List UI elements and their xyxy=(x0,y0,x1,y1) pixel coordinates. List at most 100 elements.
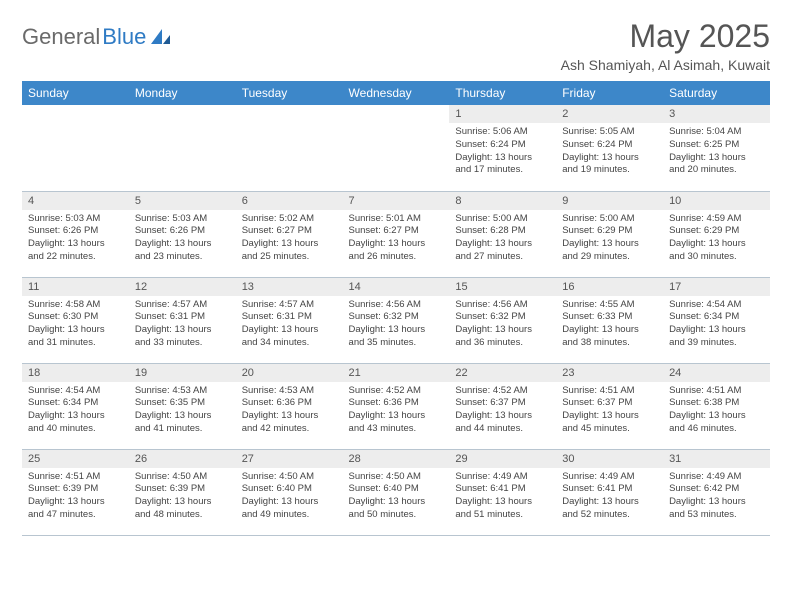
day-number: 25 xyxy=(22,450,129,468)
day-info: Sunrise: 4:49 AMSunset: 6:42 PMDaylight:… xyxy=(663,468,770,526)
sunset-text: Sunset: 6:36 PM xyxy=(242,397,337,410)
calendar-week-row: 18Sunrise: 4:54 AMSunset: 6:34 PMDayligh… xyxy=(22,363,770,449)
sunset-text: Sunset: 6:31 PM xyxy=(135,311,230,324)
sunrise-text: Sunrise: 4:55 AM xyxy=(562,299,657,312)
calendar-cell xyxy=(22,105,129,191)
calendar-cell: 21Sunrise: 4:52 AMSunset: 6:36 PMDayligh… xyxy=(343,363,450,449)
day-number: 9 xyxy=(556,192,663,210)
day-info: Sunrise: 5:06 AMSunset: 6:24 PMDaylight:… xyxy=(449,123,556,181)
daylight-text: Daylight: 13 hours and 34 minutes. xyxy=(242,324,337,350)
calendar-cell: 8Sunrise: 5:00 AMSunset: 6:28 PMDaylight… xyxy=(449,191,556,277)
sunrise-text: Sunrise: 4:50 AM xyxy=(349,471,444,484)
day-info: Sunrise: 4:57 AMSunset: 6:31 PMDaylight:… xyxy=(129,296,236,354)
daylight-text: Daylight: 13 hours and 45 minutes. xyxy=(562,410,657,436)
calendar-cell: 28Sunrise: 4:50 AMSunset: 6:40 PMDayligh… xyxy=(343,449,450,535)
day-info: Sunrise: 5:05 AMSunset: 6:24 PMDaylight:… xyxy=(556,123,663,181)
sunset-text: Sunset: 6:30 PM xyxy=(28,311,123,324)
sunrise-text: Sunrise: 5:00 AM xyxy=(455,213,550,226)
sunrise-text: Sunrise: 4:49 AM xyxy=(562,471,657,484)
daylight-text: Daylight: 13 hours and 43 minutes. xyxy=(349,410,444,436)
day-number: 20 xyxy=(236,364,343,382)
day-number: 7 xyxy=(343,192,450,210)
sunrise-text: Sunrise: 4:54 AM xyxy=(28,385,123,398)
daylight-text: Daylight: 13 hours and 17 minutes. xyxy=(455,152,550,178)
daylight-text: Daylight: 13 hours and 29 minutes. xyxy=(562,238,657,264)
calendar-cell: 10Sunrise: 4:59 AMSunset: 6:29 PMDayligh… xyxy=(663,191,770,277)
logo-text-1: General xyxy=(22,24,100,50)
sunset-text: Sunset: 6:34 PM xyxy=(28,397,123,410)
calendar-cell: 4Sunrise: 5:03 AMSunset: 6:26 PMDaylight… xyxy=(22,191,129,277)
sunset-text: Sunset: 6:41 PM xyxy=(455,483,550,496)
month-title: May 2025 xyxy=(561,18,770,55)
day-number: 27 xyxy=(236,450,343,468)
day-number: 3 xyxy=(663,105,770,123)
day-info: Sunrise: 4:55 AMSunset: 6:33 PMDaylight:… xyxy=(556,296,663,354)
weekday-header: Saturday xyxy=(663,81,770,105)
day-info: Sunrise: 4:50 AMSunset: 6:40 PMDaylight:… xyxy=(236,468,343,526)
daylight-text: Daylight: 13 hours and 47 minutes. xyxy=(28,496,123,522)
calendar-cell: 16Sunrise: 4:55 AMSunset: 6:33 PMDayligh… xyxy=(556,277,663,363)
day-number: 31 xyxy=(663,450,770,468)
day-number: 19 xyxy=(129,364,236,382)
sunset-text: Sunset: 6:29 PM xyxy=(562,225,657,238)
day-info: Sunrise: 4:49 AMSunset: 6:41 PMDaylight:… xyxy=(556,468,663,526)
sunset-text: Sunset: 6:33 PM xyxy=(562,311,657,324)
calendar-week-row: 25Sunrise: 4:51 AMSunset: 6:39 PMDayligh… xyxy=(22,449,770,535)
sunset-text: Sunset: 6:40 PM xyxy=(242,483,337,496)
sunset-text: Sunset: 6:24 PM xyxy=(455,139,550,152)
sunrise-text: Sunrise: 5:01 AM xyxy=(349,213,444,226)
weekday-header: Tuesday xyxy=(236,81,343,105)
day-number: 14 xyxy=(343,278,450,296)
daylight-text: Daylight: 13 hours and 33 minutes. xyxy=(135,324,230,350)
logo-text-2: Blue xyxy=(102,24,146,50)
sunset-text: Sunset: 6:32 PM xyxy=(349,311,444,324)
sunset-text: Sunset: 6:38 PM xyxy=(669,397,764,410)
daylight-text: Daylight: 13 hours and 44 minutes. xyxy=(455,410,550,436)
sunrise-text: Sunrise: 5:00 AM xyxy=(562,213,657,226)
day-number: 30 xyxy=(556,450,663,468)
day-number: 16 xyxy=(556,278,663,296)
calendar-cell: 5Sunrise: 5:03 AMSunset: 6:26 PMDaylight… xyxy=(129,191,236,277)
calendar-cell: 27Sunrise: 4:50 AMSunset: 6:40 PMDayligh… xyxy=(236,449,343,535)
day-info: Sunrise: 4:53 AMSunset: 6:35 PMDaylight:… xyxy=(129,382,236,440)
daylight-text: Daylight: 13 hours and 31 minutes. xyxy=(28,324,123,350)
sunset-text: Sunset: 6:40 PM xyxy=(349,483,444,496)
daylight-text: Daylight: 13 hours and 52 minutes. xyxy=(562,496,657,522)
daylight-text: Daylight: 13 hours and 35 minutes. xyxy=(349,324,444,350)
sunrise-text: Sunrise: 4:56 AM xyxy=(349,299,444,312)
calendar-cell: 3Sunrise: 5:04 AMSunset: 6:25 PMDaylight… xyxy=(663,105,770,191)
sunset-text: Sunset: 6:31 PM xyxy=(242,311,337,324)
sunrise-text: Sunrise: 4:59 AM xyxy=(669,213,764,226)
sunrise-text: Sunrise: 5:05 AM xyxy=(562,126,657,139)
calendar-cell: 20Sunrise: 4:53 AMSunset: 6:36 PMDayligh… xyxy=(236,363,343,449)
sunrise-text: Sunrise: 4:49 AM xyxy=(669,471,764,484)
sunrise-text: Sunrise: 5:02 AM xyxy=(242,213,337,226)
day-number: 24 xyxy=(663,364,770,382)
calendar-cell: 9 Sunrise: 5:00 AMSunset: 6:29 PMDaylight… xyxy=(556,191,663,277)
calendar-cell xyxy=(343,105,450,191)
day-info: Sunrise: 4:51 AMSunset: 6:37 PMDaylight:… xyxy=(556,382,663,440)
weekday-header: Friday xyxy=(556,81,663,105)
day-number: 11 xyxy=(22,278,129,296)
day-number xyxy=(343,105,450,111)
day-info: Sunrise: 4:51 AMSunset: 6:39 PMDaylight:… xyxy=(22,468,129,526)
logo: GeneralBlue xyxy=(22,18,172,50)
daylight-text: Daylight: 13 hours and 27 minutes. xyxy=(455,238,550,264)
sunrise-text: Sunrise: 5:06 AM xyxy=(455,126,550,139)
calendar-week-row: 4Sunrise: 5:03 AMSunset: 6:26 PMDaylight… xyxy=(22,191,770,277)
calendar-cell: 7Sunrise: 5:01 AMSunset: 6:27 PMDaylight… xyxy=(343,191,450,277)
day-info: Sunrise: 4:54 AMSunset: 6:34 PMDaylight:… xyxy=(22,382,129,440)
day-number: 1 xyxy=(449,105,556,123)
daylight-text: Daylight: 13 hours and 41 minutes. xyxy=(135,410,230,436)
day-info: Sunrise: 5:03 AMSunset: 6:26 PMDaylight:… xyxy=(129,210,236,268)
daylight-text: Daylight: 13 hours and 50 minutes. xyxy=(349,496,444,522)
weekday-header-row: Sunday Monday Tuesday Wednesday Thursday… xyxy=(22,81,770,105)
day-number: 23 xyxy=(556,364,663,382)
logo-sail-icon xyxy=(150,28,172,46)
sunset-text: Sunset: 6:32 PM xyxy=(455,311,550,324)
calendar-cell: 1Sunrise: 5:06 AMSunset: 6:24 PMDaylight… xyxy=(449,105,556,191)
day-info: Sunrise: 4:59 AMSunset: 6:29 PMDaylight:… xyxy=(663,210,770,268)
header: GeneralBlue May 2025 Ash Shamiyah, Al As… xyxy=(22,18,770,73)
day-number: 15 xyxy=(449,278,556,296)
daylight-text: Daylight: 13 hours and 38 minutes. xyxy=(562,324,657,350)
